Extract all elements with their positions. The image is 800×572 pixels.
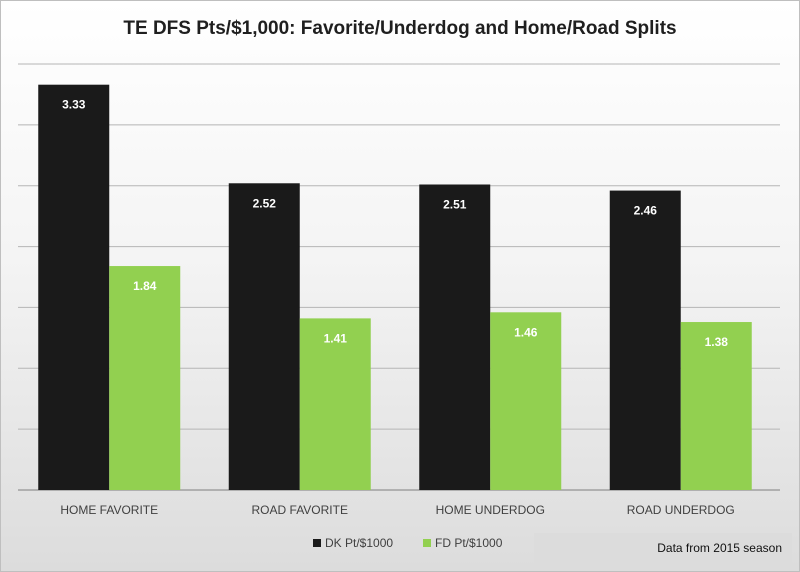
legend-label: FD Pt/$1000 bbox=[435, 536, 503, 550]
x-tick-label: HOME UNDERDOG bbox=[436, 503, 545, 517]
data-label: 1.38 bbox=[705, 335, 729, 349]
legend: DK Pt/$1000 FD Pt/$1000 bbox=[313, 536, 503, 550]
annotation-box: Data from 2015 season bbox=[534, 533, 792, 563]
x-tick-label: HOME FAVORITE bbox=[60, 503, 158, 517]
bar-fd bbox=[680, 322, 752, 490]
x-tick-label: ROAD UNDERDOG bbox=[627, 503, 735, 517]
data-label: 2.51 bbox=[443, 197, 467, 211]
chart-title: TE DFS Pts/$1,000: Favorite/Underdog and… bbox=[123, 18, 677, 39]
data-labels: 3.33 1.84 2.52 1.41 2.51 1.46 2.46 1.38 bbox=[62, 98, 728, 349]
bar-dk bbox=[609, 190, 681, 490]
legend-label: DK Pt/$1000 bbox=[325, 536, 393, 550]
bar-dk bbox=[419, 184, 491, 491]
x-tick-label: ROAD FAVORITE bbox=[252, 503, 348, 517]
legend-swatch bbox=[423, 539, 431, 547]
bar-dk bbox=[38, 84, 110, 490]
x-tick-labels: HOME FAVORITE ROAD FAVORITE HOME UNDERDOG R… bbox=[60, 503, 734, 517]
bar-fd bbox=[299, 318, 371, 490]
bar-fd bbox=[490, 312, 562, 490]
bar-fd bbox=[109, 266, 181, 490]
data-label: 2.46 bbox=[634, 204, 658, 218]
legend-swatch bbox=[313, 539, 321, 547]
data-label: 3.33 bbox=[62, 98, 86, 112]
data-source-note: Data from 2015 season bbox=[657, 541, 782, 555]
data-label: 1.84 bbox=[133, 279, 157, 293]
bars bbox=[38, 84, 752, 491]
data-label: 1.41 bbox=[324, 331, 348, 345]
bar-dk bbox=[228, 183, 300, 490]
data-label: 2.52 bbox=[253, 196, 277, 210]
data-label: 1.46 bbox=[514, 325, 538, 339]
